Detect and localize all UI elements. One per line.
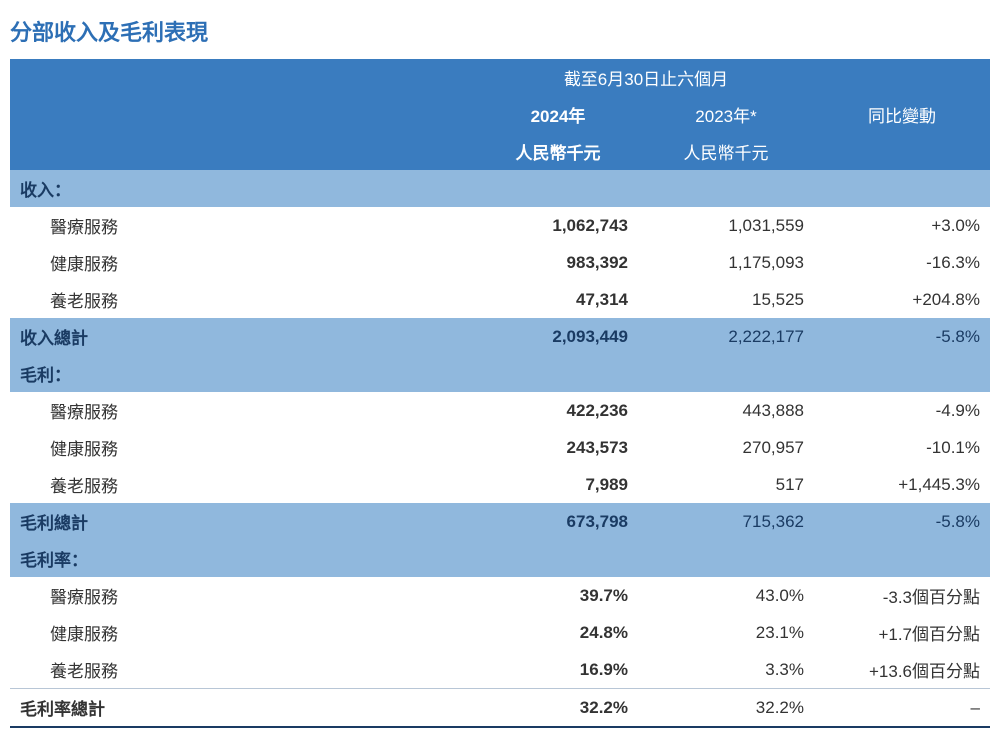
row-label: 醫療服務 [10, 392, 478, 429]
revenue-total-row: 收入總計 2,093,449 2,222,177 -5.8% [10, 318, 990, 355]
row-2024: 673,798 [478, 503, 638, 540]
table-row: 健康服務 243,573 270,957 -10.1% [10, 429, 990, 466]
table-row: 健康服務 24.8% 23.1% +1.7個百分點 [10, 614, 990, 651]
header-unit-2023: 人民幣千元 [638, 133, 814, 170]
row-label: 收入總計 [10, 318, 478, 355]
row-2023: 32.2% [638, 689, 814, 728]
row-change: – [814, 689, 990, 728]
row-label: 毛利總計 [10, 503, 478, 540]
section-revenue-header: 收入： [10, 170, 990, 207]
row-2023: 443,888 [638, 392, 814, 429]
row-2023: 270,957 [638, 429, 814, 466]
row-2023: 517 [638, 466, 814, 503]
table-row: 養老服務 16.9% 3.3% +13.6個百分點 [10, 651, 990, 689]
row-2024: 32.2% [478, 689, 638, 728]
section-margin-header: 毛利率： [10, 540, 990, 577]
row-2024: 47,314 [478, 281, 638, 318]
gross-total-row: 毛利總計 673,798 715,362 -5.8% [10, 503, 990, 540]
section-revenue-label: 收入： [10, 170, 478, 207]
row-label: 毛利率總計 [10, 689, 478, 728]
row-change: +13.6個百分點 [814, 651, 990, 689]
row-2023: 43.0% [638, 577, 814, 614]
row-change: +204.8% [814, 281, 990, 318]
row-label: 養老服務 [10, 466, 478, 503]
table-row: 養老服務 47,314 15,525 +204.8% [10, 281, 990, 318]
row-2024: 39.7% [478, 577, 638, 614]
row-change: -16.3% [814, 244, 990, 281]
row-2024: 243,573 [478, 429, 638, 466]
header-row-2: 2024年 2023年* 同比變動 [10, 96, 990, 133]
table-row: 醫療服務 1,062,743 1,031,559 +3.0% [10, 207, 990, 244]
section-gross-header: 毛利： [10, 355, 990, 392]
page-title: 分部收入及毛利表現 [10, 15, 990, 47]
row-2024: 2,093,449 [478, 318, 638, 355]
row-label: 養老服務 [10, 651, 478, 689]
row-label: 醫療服務 [10, 207, 478, 244]
row-2024: 983,392 [478, 244, 638, 281]
row-change: +1,445.3% [814, 466, 990, 503]
row-change: +1.7個百分點 [814, 614, 990, 651]
row-2023: 23.1% [638, 614, 814, 651]
header-col-2024: 2024年 [478, 96, 638, 133]
header-row-3: 人民幣千元 人民幣千元 [10, 133, 990, 170]
row-change: +3.0% [814, 207, 990, 244]
header-col-2023: 2023年* [638, 96, 814, 133]
header-period: 截至6月30日止六個月 [478, 59, 814, 96]
row-2023: 2,222,177 [638, 318, 814, 355]
row-2023: 3.3% [638, 651, 814, 689]
row-2024: 1,062,743 [478, 207, 638, 244]
row-label: 養老服務 [10, 281, 478, 318]
header-col-change: 同比變動 [814, 96, 990, 133]
row-2024: 422,236 [478, 392, 638, 429]
table-row: 養老服務 7,989 517 +1,445.3% [10, 466, 990, 503]
row-change: -5.8% [814, 503, 990, 540]
row-change: -3.3個百分點 [814, 577, 990, 614]
row-change: -4.9% [814, 392, 990, 429]
section-gross-label: 毛利： [10, 355, 478, 392]
table-row: 醫療服務 39.7% 43.0% -3.3個百分點 [10, 577, 990, 614]
row-2024: 16.9% [478, 651, 638, 689]
header-unit-2024: 人民幣千元 [478, 133, 638, 170]
row-2023: 715,362 [638, 503, 814, 540]
section-margin-label: 毛利率： [10, 540, 478, 577]
header-row-1: 截至6月30日止六個月 [10, 59, 990, 96]
row-label: 健康服務 [10, 429, 478, 466]
row-change: -10.1% [814, 429, 990, 466]
row-2024: 7,989 [478, 466, 638, 503]
row-label: 健康服務 [10, 614, 478, 651]
row-label: 健康服務 [10, 244, 478, 281]
segment-table: 截至6月30日止六個月 2024年 2023年* 同比變動 人民幣千元 人民幣千… [10, 59, 990, 728]
row-2024: 24.8% [478, 614, 638, 651]
margin-total-row: 毛利率總計 32.2% 32.2% – [10, 689, 990, 728]
table-row: 健康服務 983,392 1,175,093 -16.3% [10, 244, 990, 281]
row-label: 醫療服務 [10, 577, 478, 614]
row-2023: 1,175,093 [638, 244, 814, 281]
row-change: -5.8% [814, 318, 990, 355]
row-2023: 1,031,559 [638, 207, 814, 244]
table-row: 醫療服務 422,236 443,888 -4.9% [10, 392, 990, 429]
row-2023: 15,525 [638, 281, 814, 318]
